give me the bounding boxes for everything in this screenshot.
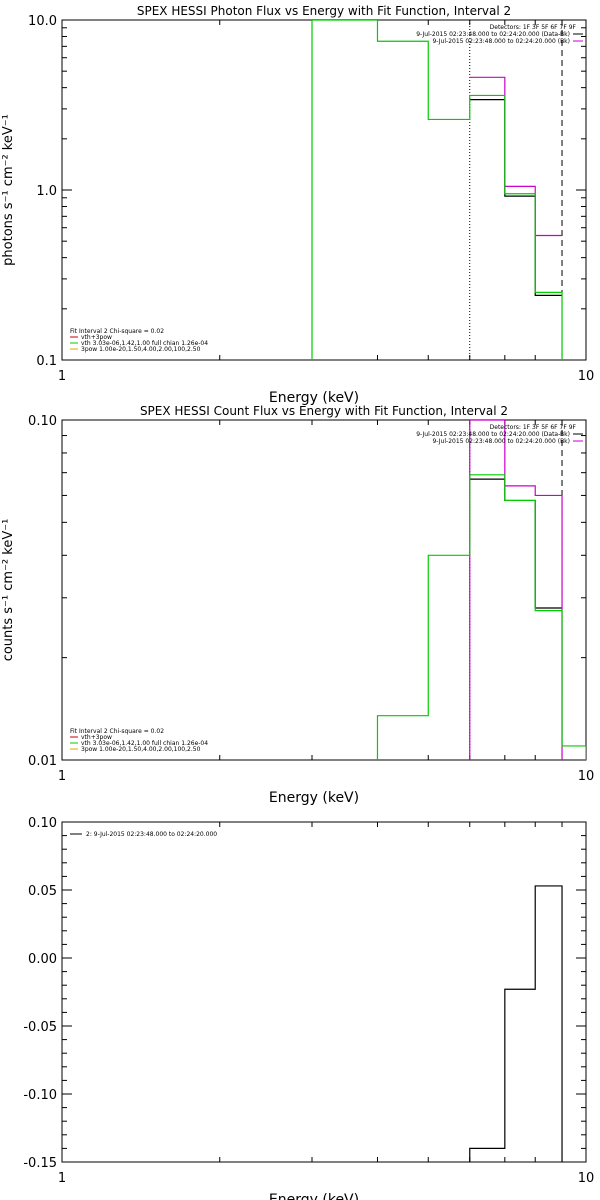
fit-legend-entry: 3pow 1.00e-20,1.50,4.00,2.00,100,2.50: [81, 746, 201, 753]
x-tick-label: 10: [578, 769, 595, 784]
x-axis-label: Energy (keV): [269, 390, 359, 406]
data-legend-entry: 9-Jul-2015 02:23:48.000 to 02:24:20.000 …: [432, 438, 570, 445]
fit-legend-header: Fit Interval 2 Chi-square = 0.02: [70, 728, 164, 735]
data-legend-entry: 9-Jul-2015 02:23:48.000 to 02:24:20.000 …: [416, 431, 570, 438]
chart-title: SPEX HESSI Count Flux vs Energy with Fit…: [140, 404, 508, 418]
y-tick-label: 0.1: [36, 354, 57, 369]
chart-panel-3: 1 10 -0.15 -0.10 -0.05 0.00 0.05 0.10 Energy (ke…: [23, 816, 594, 1200]
chart-panel-1: 1 10 0.1 1.0 10.0 SPEX HESSI Photon Flux vs E…: [1, 4, 594, 406]
y-tick-label: 1.0: [36, 184, 57, 199]
x-tick-label: 1: [58, 769, 66, 784]
y-tick-label: 10.0: [28, 14, 57, 29]
y-axis-label: photons s⁻¹ cm⁻² keV⁻¹: [1, 114, 16, 266]
series-group: [311, 20, 563, 360]
detectors-label: Detectors: 1F 3F 5F 6F 7F 9F: [490, 24, 577, 31]
x-tick-label: 1: [58, 369, 66, 384]
series-vth: [376, 474, 586, 760]
plot-frame: [61, 419, 587, 761]
y-tick-label: 0.05: [28, 884, 57, 899]
x-tick-label: 1: [58, 1171, 66, 1186]
series-bk: [469, 420, 563, 760]
y-tick-label: 0.01: [28, 754, 57, 769]
data-legend-entry: 9-Jul-2015 02:23:48.000 to 02:24:20.000 …: [432, 38, 570, 45]
y-tick-label: -0.05: [23, 1020, 57, 1035]
x-axis-label: Energy (keV): [269, 790, 359, 806]
fit-legend-header: Fit Interval 2 Chi-square = 0.02: [70, 328, 164, 335]
fit-legend-entry: vth+3pow: [81, 334, 112, 341]
fit-legend-entry: vth+3pow: [81, 734, 112, 741]
x-axis-label: Energy (keV): [269, 1192, 359, 1200]
y-tick-label: -0.15: [23, 1156, 57, 1171]
y-tick-label: 0.00: [28, 952, 57, 967]
series-bk: [469, 76, 563, 237]
fit-legend-entry: vth 3.03e-06,1.42,1.00 full chian 1.26e-…: [81, 740, 208, 747]
data-legend-entry: 9-Jul-2015 02:23:48.000 to 02:24:20.000 …: [416, 31, 570, 38]
fit-legend-entry: vth 3.03e-06,1.42,1.00 full chian 1.26e-…: [81, 340, 208, 347]
plot-frame: [61, 821, 587, 1163]
series-vth: [311, 20, 563, 360]
x-tick-label: 10: [578, 369, 595, 384]
series-group: [376, 420, 586, 760]
y-tick-label: 0.10: [28, 816, 57, 831]
legend-entry: 2: 9-Jul-2015 02:23:48.000 to 02:24:20.0…: [86, 831, 217, 838]
y-axis-label: counts s⁻¹ cm⁻² keV⁻¹: [1, 519, 16, 662]
chart-panel-2: 1 10 0.01 0.10 SPEX HESSI Count Flux vs Ener…: [1, 404, 594, 806]
series-data-bk: [469, 99, 563, 296]
detectors-label: Detectors: 1F 3F 5F 6F 7F 9F: [490, 424, 577, 431]
x-tick-label: 10: [578, 1171, 595, 1186]
y-tick-label: 0.10: [28, 414, 57, 429]
fit-legend-entry: 3pow 1.00e-20,1.50,4.00,2.00,100,2.50: [81, 346, 201, 353]
series-group: [469, 885, 563, 1162]
chart-title: SPEX HESSI Photon Flux vs Energy with Fi…: [137, 4, 511, 18]
series-data-bk: [469, 478, 563, 609]
plot-frame: [61, 19, 587, 361]
series-2: [469, 885, 563, 1162]
y-tick-label: -0.10: [23, 1088, 57, 1103]
